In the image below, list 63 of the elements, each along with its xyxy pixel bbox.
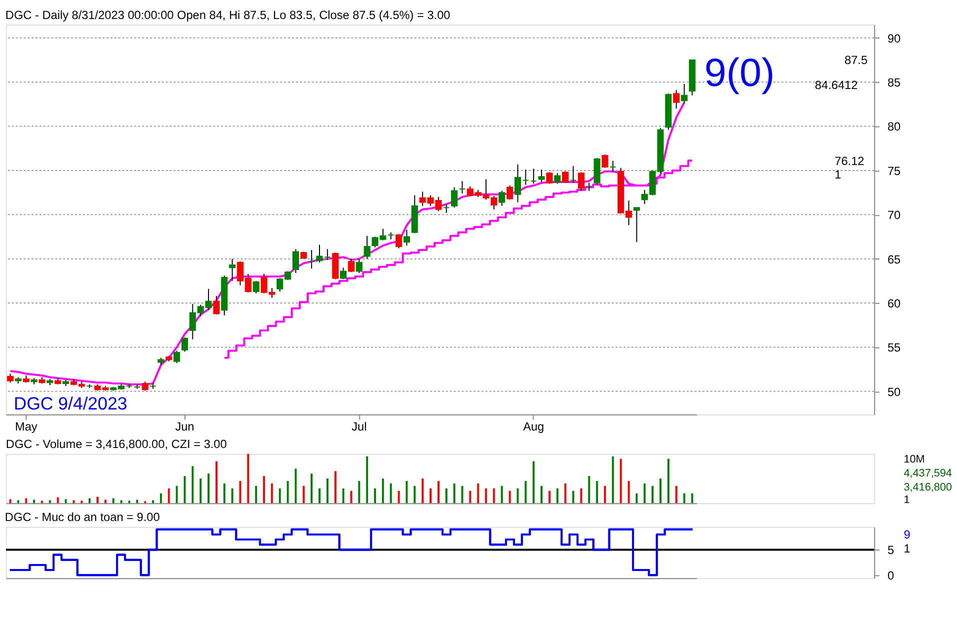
annotation: DGC 9/4/2023 — [14, 393, 128, 414]
candlestick — [150, 382, 156, 390]
text: 1 — [904, 542, 910, 556]
candlestick — [514, 164, 522, 203]
text: 1 — [904, 494, 910, 506]
candlestick — [213, 295, 220, 316]
y-tick-label: 90 — [887, 31, 902, 46]
y-tick-label: 65 — [887, 252, 902, 266]
y-tick-label: 60 — [887, 296, 902, 310]
x-tick-label: Jun — [175, 420, 194, 434]
y-tick-label: 55 — [887, 340, 902, 355]
candlestick — [570, 166, 577, 184]
candlestick — [403, 229, 410, 246]
candlestick — [633, 207, 640, 243]
text: 1 — [834, 168, 842, 182]
text: 9(0) — [704, 50, 775, 95]
chart-title: DGC - Daily 8/31/2023 00:00:00 Open 84, Hi 87.5, Lo 83.5, Close 87.5 (4.5%) = 3.00 — [5, 8, 451, 22]
text: 3,416,800 — [904, 481, 952, 494]
x-tick-label: Jul — [352, 420, 367, 434]
candlestick — [458, 180, 466, 194]
candlestick — [538, 169, 545, 182]
y-tick-label: 0 — [887, 568, 894, 583]
candlestick — [554, 172, 561, 184]
text: 76.12 — [834, 154, 864, 168]
candlestick — [562, 170, 569, 184]
candlestick — [673, 90, 680, 110]
chart-title: DGC - Muc do an toan = 9.00 — [4, 510, 160, 524]
y-tick-label: 5 — [887, 543, 894, 558]
candlestick — [174, 350, 180, 364]
y-tick-label: 75 — [887, 164, 902, 178]
text: 10M — [904, 454, 925, 466]
candlestick — [229, 258, 236, 282]
y-tick-label: 70 — [887, 208, 902, 222]
candlestick — [252, 280, 260, 294]
text: 87.5 — [844, 53, 868, 68]
y-tick-label: 80 — [887, 120, 902, 134]
y-tick-label: 85 — [887, 76, 902, 90]
candlestick — [680, 83, 688, 104]
text: 4,437,594 — [904, 468, 952, 480]
candlestick — [522, 169, 529, 186]
candlestick — [451, 186, 458, 208]
y-tick-label: 50 — [887, 384, 902, 399]
candlestick — [594, 158, 600, 186]
candlestick — [602, 154, 608, 168]
candlestick — [292, 248, 299, 274]
candlestick — [356, 258, 362, 274]
candlestick — [578, 172, 584, 192]
candlestick — [364, 235, 370, 260]
candlestick — [396, 234, 402, 249]
candlestick — [443, 204, 450, 214]
candlestick — [610, 160, 616, 173]
text: 9 — [904, 528, 911, 542]
candlestick — [506, 185, 514, 200]
x-tick-label: May — [14, 420, 38, 434]
text: 84.6412 — [814, 78, 858, 92]
candlestick — [586, 182, 592, 192]
x-tick-label: Aug — [523, 420, 544, 434]
chart-title: DGC - Volume = 3,416,800.00, CZI = 3.00 — [6, 436, 228, 451]
candlestick — [348, 258, 354, 273]
candlestick — [308, 250, 315, 270]
candlestick — [181, 337, 188, 352]
candlestick — [530, 168, 537, 184]
candlestick — [498, 190, 506, 206]
